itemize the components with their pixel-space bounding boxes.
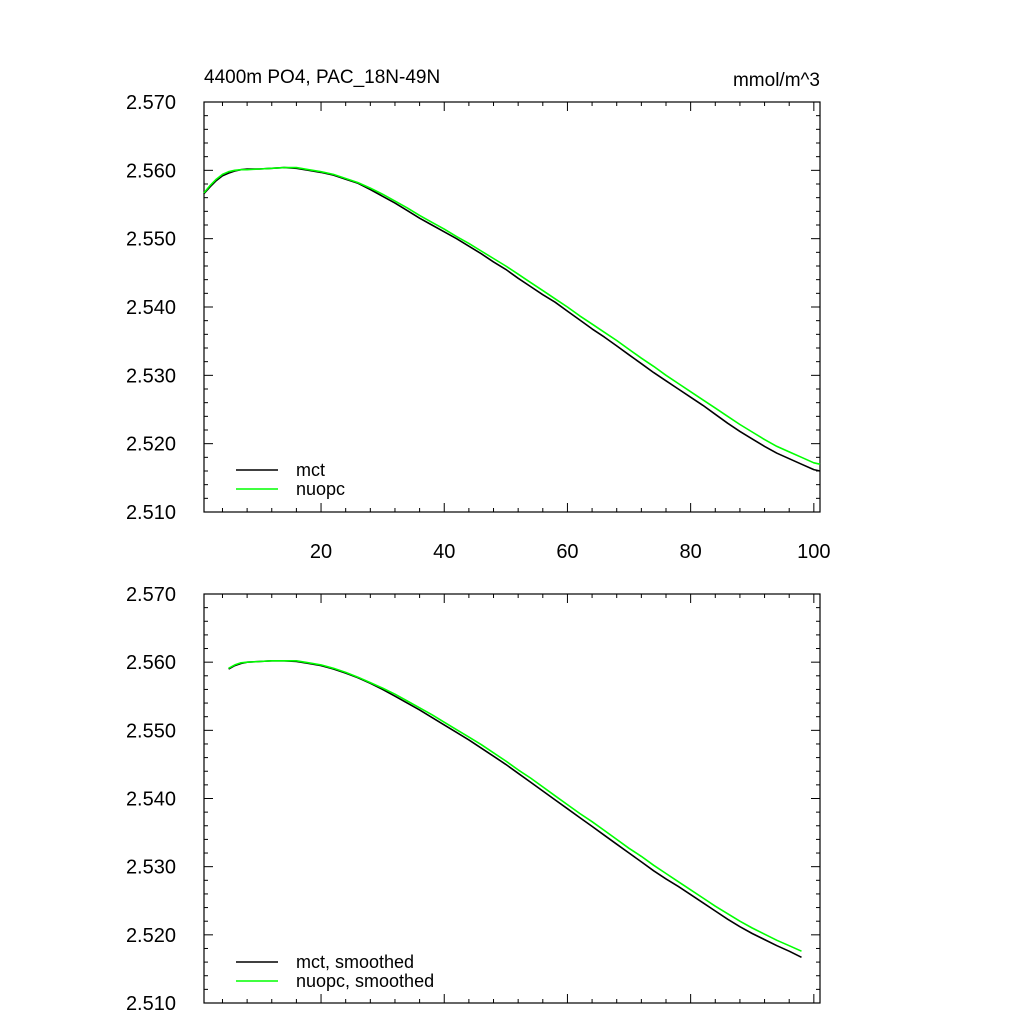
y-tick-label: 2.510 — [126, 993, 176, 1015]
top-panel: 4400m PO4, PAC_18N-49N mmol/m^3 2.510 2.5… — [126, 67, 831, 563]
plot-frame — [203, 101, 821, 513]
legend-label: mct, smoothed — [296, 952, 414, 972]
legend-label: nuopc, smoothed — [296, 971, 434, 991]
chart-title: 4400m PO4, PAC_18N-49N — [204, 67, 440, 88]
y-tick-label: 2.520 — [126, 434, 176, 456]
x-tick-label: 40 — [433, 541, 455, 563]
series-line — [203, 166, 821, 465]
x-tick-label: 60 — [556, 541, 578, 563]
y-tick-label: 2.530 — [126, 365, 176, 387]
legend-label: mct — [296, 460, 325, 480]
y-tick-label: 2.510 — [126, 502, 176, 524]
series-line — [228, 659, 802, 959]
x-tick-label: 100 — [797, 541, 830, 563]
series-line — [228, 659, 802, 952]
x-tick-label: 80 — [680, 541, 702, 563]
y-tick-label: 2.560 — [126, 160, 176, 182]
y-tick-label: 2.540 — [126, 297, 176, 319]
legend-label: nuopc — [296, 479, 345, 499]
y-tick-label: 2.570 — [126, 92, 176, 114]
y-tick-label: 2.540 — [126, 789, 176, 811]
plot-frame — [203, 593, 821, 1004]
bottom-panel: 2.510 2.520 2.530 2.540 2.550 2.560 2.570 mct, … — [126, 584, 821, 1015]
y-tick-label: 2.560 — [126, 652, 176, 674]
y-tick-label: 2.550 — [126, 720, 176, 742]
y-tick-label: 2.570 — [126, 584, 176, 606]
series-line — [203, 166, 821, 472]
units-label: mmol/m^3 — [733, 70, 820, 91]
x-tick-label: 20 — [310, 541, 332, 563]
y-tick-label: 2.550 — [126, 229, 176, 251]
y-tick-label: 2.530 — [126, 857, 176, 879]
y-tick-label: 2.520 — [126, 925, 176, 947]
